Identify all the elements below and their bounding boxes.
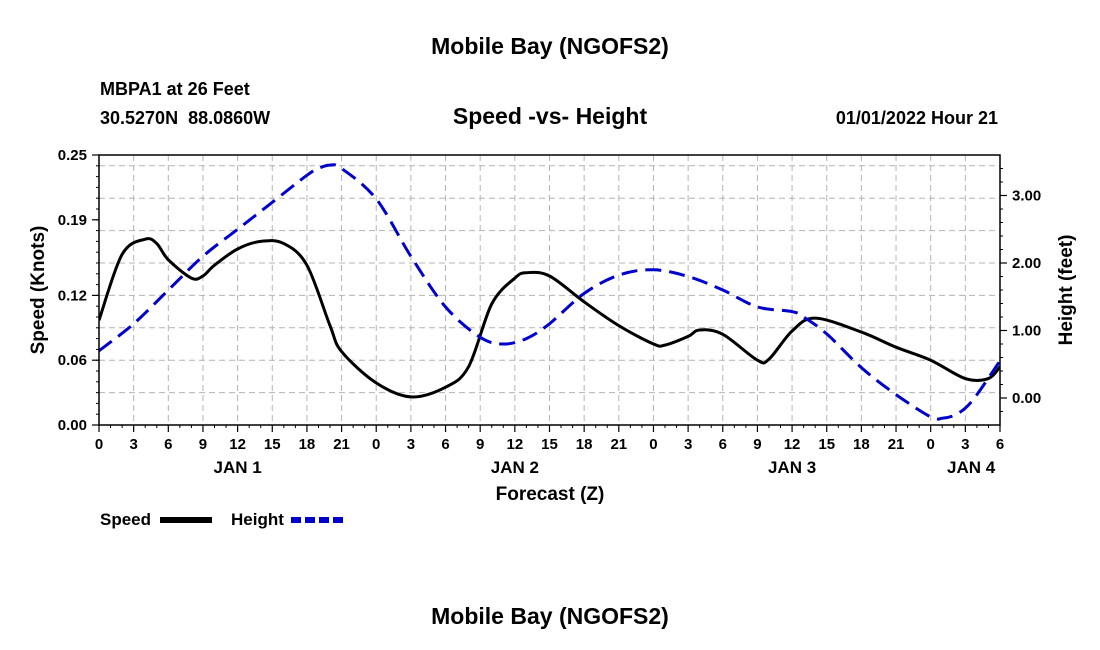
x-tick-label: 3	[407, 436, 415, 453]
station-label: MBPA1 at 26 Feet	[100, 79, 250, 99]
legend-speed-label: Speed	[100, 510, 151, 529]
x-tick-label: 15	[264, 436, 281, 453]
y-tick-label: 0.00	[58, 417, 87, 434]
coordinates-label: 30.5270N 88.0860W	[100, 108, 270, 128]
series-layer	[99, 163, 1000, 421]
plot-frame	[98, 154, 1001, 426]
x-tick-label: 18	[299, 436, 316, 453]
footer-title: Mobile Bay (NGOFS2)	[431, 603, 669, 629]
grid-lines	[99, 155, 1000, 425]
x-tick-label: 0	[927, 436, 935, 453]
x-tick-label: 6	[996, 436, 1004, 453]
x-tick-label: 9	[753, 436, 761, 453]
day-label: JAN 1	[214, 458, 262, 477]
x-tick-label: 6	[719, 436, 727, 453]
legend-height-label: Height	[231, 510, 284, 529]
legend: Speed Height	[100, 510, 343, 529]
x-tick-label: 3	[129, 436, 137, 453]
series-speed-line	[99, 237, 1000, 399]
x-tick-label: 15	[541, 436, 558, 453]
x-tick-label: 12	[507, 436, 524, 453]
y-tick-label: 0.19	[58, 212, 87, 229]
day-label: JAN 3	[768, 458, 816, 477]
y2-tick-label: 2.00	[1012, 255, 1041, 272]
day-label: JAN 4	[947, 458, 996, 477]
y-axis-label: Speed (Knots)	[28, 226, 49, 355]
x-tick-label: 9	[199, 436, 207, 453]
x-tick-label: 18	[576, 436, 593, 453]
x-axis-label: Forecast (Z)	[496, 484, 605, 505]
y-tick-label: 0.06	[58, 352, 87, 369]
x-tick-label: 21	[610, 436, 627, 453]
x-tick-label: 9	[476, 436, 484, 453]
x-tick-label: 21	[888, 436, 905, 453]
axes: 0 3 6 9 12 15 18 21 0 3 6 9 12 15 18 21 0 3 6 9 12 15 18 21 0 3 6J…	[58, 147, 1041, 477]
x-tick-label: 21	[333, 436, 350, 453]
chart-title: Mobile Bay (NGOFS2)	[431, 33, 669, 59]
x-tick-label: 3	[684, 436, 692, 453]
y2-tick-label: 1.00	[1012, 323, 1041, 340]
x-tick-label: 12	[784, 436, 801, 453]
y2-axis-label: Height (feet)	[1056, 235, 1077, 346]
x-tick-label: 0	[372, 436, 380, 453]
x-tick-label: 6	[164, 436, 172, 453]
y-tick-label: 0.12	[58, 287, 87, 304]
y2-tick-label: 0.00	[1012, 390, 1041, 407]
x-tick-label: 12	[229, 436, 246, 453]
x-tick-label: 18	[853, 436, 870, 453]
x-tick-label: 0	[649, 436, 657, 453]
day-label: JAN 2	[491, 458, 539, 477]
x-tick-label: 3	[961, 436, 969, 453]
datetime-label: 01/01/2022 Hour 21	[836, 108, 998, 128]
x-tick-label: 6	[441, 436, 449, 453]
chart-subtitle: Speed -vs- Height	[453, 103, 648, 129]
x-tick-label: 0	[95, 436, 103, 453]
x-tick-label: 15	[818, 436, 835, 453]
series-height-line	[99, 163, 1000, 421]
y2-tick-label: 3.00	[1012, 188, 1041, 205]
y-tick-label: 0.25	[58, 147, 87, 164]
